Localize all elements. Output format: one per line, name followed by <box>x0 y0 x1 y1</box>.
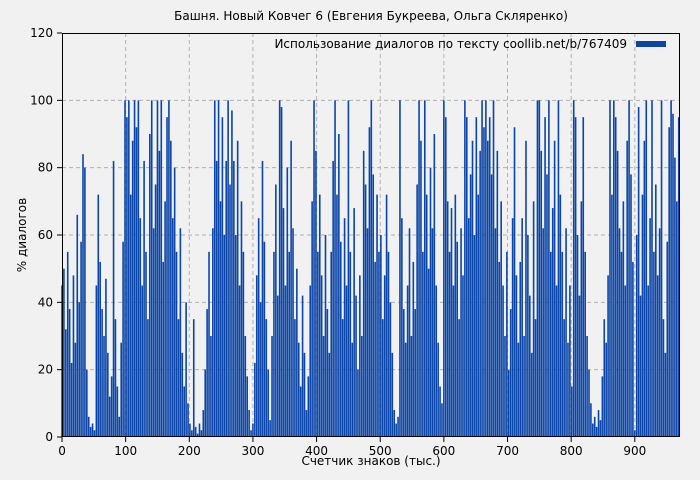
svg-text:900: 900 <box>623 444 646 458</box>
x-axis-ticks: 0 100 200 300 400 500 600 700 800 900 <box>58 437 646 458</box>
svg-text:80: 80 <box>38 161 53 175</box>
svg-text:20: 20 <box>38 363 53 377</box>
plot-area: 0 100 200 300 400 500 600 700 800 900 0 20 40 60 80 10… <box>30 26 680 458</box>
svg-text:0: 0 <box>58 444 66 458</box>
legend: Использование диалогов по тексту coollib… <box>274 37 666 51</box>
svg-text:0: 0 <box>45 430 53 444</box>
plot-border <box>62 33 680 437</box>
svg-text:120: 120 <box>30 26 53 40</box>
y-axis-label: % диалогов <box>15 197 29 273</box>
y-axis-ticks: 0 20 40 60 80 100 120 <box>30 26 62 444</box>
svg-text:100: 100 <box>114 444 137 458</box>
svg-text:40: 40 <box>38 295 53 309</box>
svg-text:100: 100 <box>30 93 53 107</box>
svg-text:60: 60 <box>38 228 53 242</box>
svg-text:800: 800 <box>560 444 583 458</box>
svg-text:700: 700 <box>496 444 519 458</box>
legend-label: Использование диалогов по тексту coollib… <box>274 37 627 51</box>
legend-swatch <box>636 41 666 47</box>
svg-text:300: 300 <box>241 444 264 458</box>
svg-text:600: 600 <box>432 444 455 458</box>
bars-layer <box>61 100 680 438</box>
x-axis-label: Счетчик знаков (тыс.) <box>301 454 441 468</box>
chart-title: Башня. Новый Ковчег 6 (Евгения Букреева,… <box>174 9 568 23</box>
svg-text:400: 400 <box>305 444 328 458</box>
svg-text:200: 200 <box>178 444 201 458</box>
svg-text:500: 500 <box>369 444 392 458</box>
